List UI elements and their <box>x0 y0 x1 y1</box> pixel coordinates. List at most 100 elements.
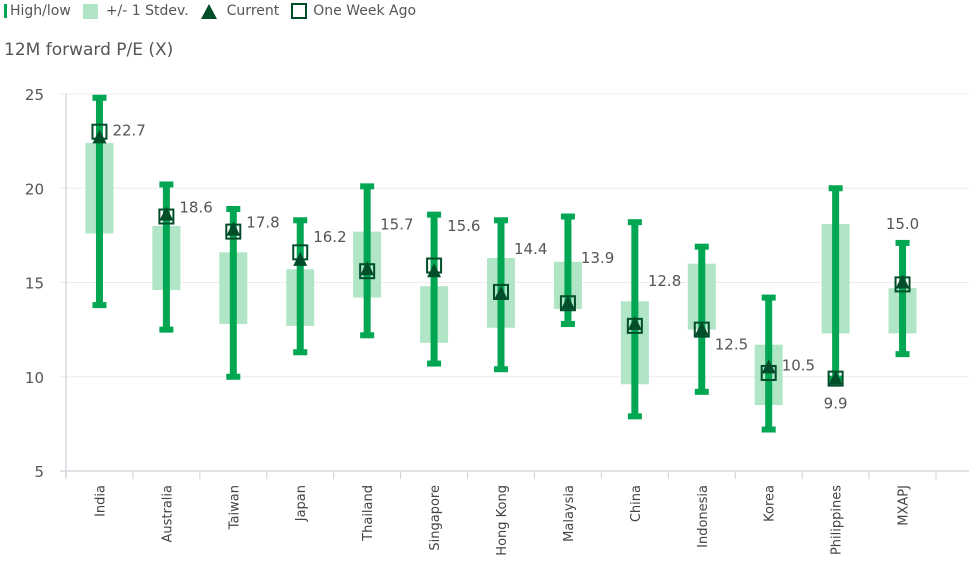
high-cap <box>560 213 575 220</box>
low-cap <box>627 413 642 420</box>
legend-week-ago-label: One Week Ago <box>313 3 417 19</box>
current-marker <box>828 370 843 385</box>
y-tick-label: 10 <box>25 369 44 387</box>
y-tick-label: 5 <box>34 463 44 481</box>
low-cap <box>92 302 107 309</box>
week-ago-marker <box>559 295 576 312</box>
high-low-bar <box>296 220 304 353</box>
square-icon <box>291 3 308 19</box>
current-marker <box>560 295 575 310</box>
y-tick-label: 15 <box>25 275 44 293</box>
low-cap <box>293 349 308 356</box>
x-tick-label: Japan <box>294 485 309 522</box>
high-cap <box>159 181 174 188</box>
x-tick-label: Malaysia <box>562 485 577 542</box>
low-cap <box>159 326 174 333</box>
value-label: 15.6 <box>447 217 480 235</box>
high-low-swatch-icon <box>4 4 7 18</box>
legend: High/low +/- 1 Stdev. Current One Week A… <box>4 3 428 19</box>
value-label: 12.5 <box>715 336 748 354</box>
high-cap <box>761 294 776 301</box>
triangle-icon <box>200 3 217 19</box>
x-tick-label: Singapore <box>428 485 443 551</box>
high-cap <box>828 185 843 192</box>
current-marker <box>494 285 508 300</box>
y-tick-label: 20 <box>25 180 44 198</box>
high-low-bar <box>363 186 371 336</box>
value-label: 12.8 <box>648 272 681 290</box>
week-ago-marker <box>426 257 443 274</box>
high-low-bar <box>430 214 438 364</box>
current-marker <box>627 315 642 330</box>
legend-stdev-label: +/- 1 Stdev. <box>105 3 189 19</box>
legend-week-ago: One Week Ago <box>291 3 416 19</box>
x-tick-label: Taiwan <box>227 485 242 530</box>
value-label: 22.7 <box>112 121 145 139</box>
current-marker <box>159 206 174 221</box>
low-cap <box>360 332 375 339</box>
high-cap <box>694 243 709 250</box>
week-ago-marker <box>827 370 844 387</box>
x-tick-label: Australia <box>160 485 175 543</box>
high-cap <box>895 239 910 246</box>
value-label: 10.5 <box>782 356 815 374</box>
value-label: 18.6 <box>179 199 212 217</box>
legend-stdev: +/- 1 Stdev. <box>82 3 189 19</box>
value-label: 14.4 <box>514 240 547 258</box>
x-tick-label: Hong Kong <box>495 485 510 556</box>
low-cap <box>761 426 776 433</box>
high-cap <box>360 183 375 190</box>
value-label: 13.9 <box>581 249 614 267</box>
stdev-swatch-icon <box>82 3 98 19</box>
week-ago-marker <box>760 364 777 381</box>
x-tick-label: Thailand <box>361 485 376 542</box>
week-ago-marker <box>693 321 710 338</box>
current-marker <box>226 221 241 236</box>
high-cap <box>226 205 241 212</box>
low-cap <box>226 373 241 380</box>
low-cap <box>694 388 709 395</box>
legend-high-low: High/low <box>4 3 71 19</box>
y-tick-label: 25 <box>25 86 44 104</box>
high-cap <box>627 219 642 226</box>
week-ago-marker <box>91 123 108 140</box>
value-label: 15.0 <box>886 215 919 233</box>
week-ago-marker <box>292 244 309 261</box>
legend-current: Current <box>200 3 280 19</box>
high-cap <box>293 217 308 224</box>
value-label: 9.9 <box>824 395 848 413</box>
legend-current-label: Current <box>226 3 280 19</box>
high-low-bar <box>95 97 103 306</box>
high-low-bar <box>698 246 706 392</box>
high-low-bar <box>899 242 907 355</box>
low-cap <box>494 366 508 373</box>
x-tick-label: Philippines <box>830 485 845 555</box>
current-marker <box>427 263 442 278</box>
low-cap <box>427 360 442 367</box>
value-label: 16.2 <box>313 228 346 246</box>
high-low-bar <box>564 216 572 324</box>
high-cap <box>427 211 442 218</box>
current-marker <box>694 321 709 336</box>
legend-high-low-label: High/low <box>10 3 71 19</box>
low-cap <box>895 351 910 358</box>
week-ago-marker <box>894 276 911 293</box>
low-cap <box>560 320 575 327</box>
high-low-bar <box>832 188 840 379</box>
y-axis-title: 12M forward P/E (X) <box>4 40 174 60</box>
week-ago-marker <box>359 263 376 280</box>
x-tick-label: MXAPJ <box>897 485 912 526</box>
current-marker <box>360 261 375 276</box>
current-marker <box>92 129 107 144</box>
high-low-bar <box>162 184 170 330</box>
x-tick-label: Korea <box>763 485 778 522</box>
value-label: 15.7 <box>380 215 413 233</box>
x-tick-label: Indonesia <box>696 485 711 548</box>
x-tick-label: China <box>629 485 644 522</box>
high-cap <box>494 217 508 224</box>
high-cap <box>92 94 107 101</box>
high-low-bar <box>229 208 237 377</box>
week-ago-marker <box>493 283 509 300</box>
week-ago-marker <box>158 208 175 225</box>
